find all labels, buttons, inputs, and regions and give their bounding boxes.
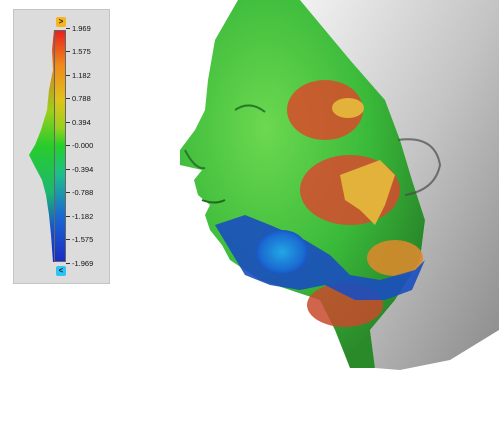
- 3d-face-deviation-viewport[interactable]: [150, 0, 499, 423]
- tick-label: 1.182: [66, 70, 91, 80]
- color-scale-bar: [54, 30, 66, 262]
- tick-label: -0.788: [66, 187, 93, 197]
- deviation-histogram: [29, 30, 54, 262]
- deviation-zone-red: [287, 80, 363, 140]
- grey-scan-mesh: [300, 0, 499, 370]
- min-range-arrow-button[interactable]: <: [56, 266, 66, 276]
- deviation-zone-cyan-chin: [256, 230, 308, 274]
- deviation-zone-orange-neck: [367, 240, 423, 276]
- tick-label: -1.575: [66, 234, 93, 244]
- tick-label: -0.000: [66, 140, 93, 150]
- tick-label: -0.394: [66, 164, 93, 174]
- tick-label: -1.969: [66, 258, 93, 268]
- tick-label: 0.394: [66, 117, 91, 127]
- deviation-zone-yellow-ear: [340, 160, 395, 225]
- tick-label: -1.182: [66, 211, 93, 221]
- tick-label: 1.969: [66, 23, 91, 33]
- tick-label: 0.788: [66, 93, 91, 103]
- ear-contour: [397, 138, 442, 196]
- legend-tick-labels: 1.969 1.575 1.182 0.788 0.394 -0.000 -0.…: [66, 10, 111, 285]
- deviation-zone-yellow: [332, 98, 364, 118]
- nose-contour: [184, 149, 206, 170]
- tick-label: 1.575: [66, 46, 91, 56]
- eye-contour: [234, 104, 266, 113]
- lip-contour: [201, 199, 226, 204]
- max-range-arrow-button[interactable]: >: [56, 17, 66, 27]
- deviation-color-legend: 1.969 1.575 1.182 0.788 0.394 -0.000 -0.…: [13, 9, 110, 284]
